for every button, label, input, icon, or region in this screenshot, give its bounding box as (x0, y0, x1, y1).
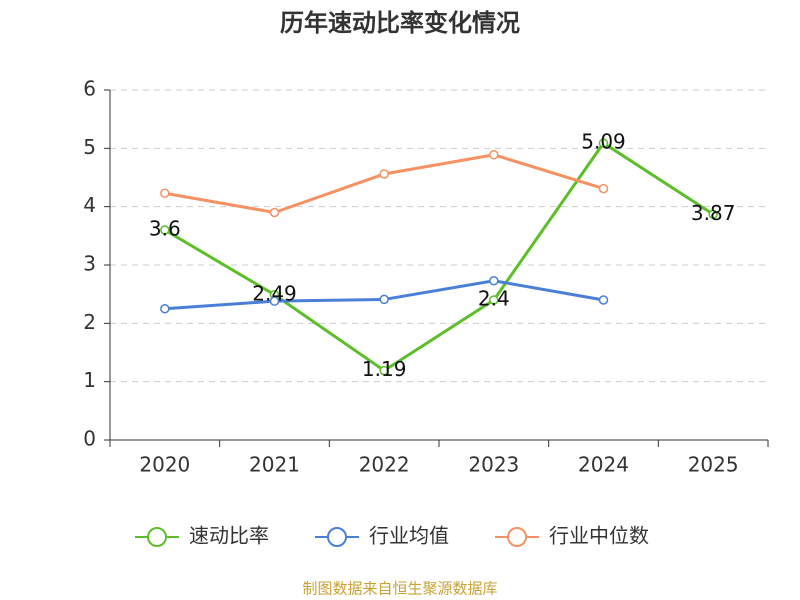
point (379, 365, 389, 376)
x-tick-label: 2021 (249, 453, 300, 477)
point (598, 138, 609, 148)
x-tick-label: 2025 (688, 453, 739, 477)
point (598, 183, 609, 194)
series-line (164, 153, 604, 215)
legend-label: 行业均值 (369, 524, 449, 548)
y-tick-label: 4 (83, 193, 96, 217)
legend-marker (147, 527, 167, 547)
x-tick-label: 2020 (139, 453, 190, 477)
y-tick-label: 6 (83, 77, 96, 101)
point (489, 276, 499, 286)
point (708, 209, 718, 219)
data-label: 1.19 (362, 357, 407, 381)
x-tick-label: 2023 (468, 453, 519, 477)
data-label: 2.49 (252, 281, 297, 305)
point (160, 188, 170, 198)
chart-title: 历年速动比率变化情况 (280, 9, 520, 37)
legend-marker (507, 527, 527, 547)
legend-label: 行业中位数 (549, 524, 649, 548)
legend-marker (327, 527, 347, 547)
x-tick-label: 2024 (578, 453, 629, 477)
point (269, 296, 280, 306)
point (379, 294, 389, 305)
y-tick-label: 1 (83, 368, 96, 392)
y-tick-label: 0 (83, 427, 96, 451)
data-label: 3.6 (149, 217, 181, 241)
point (489, 295, 499, 305)
point (379, 169, 389, 179)
data-label: 2.4 (478, 287, 510, 311)
point (489, 150, 499, 160)
data-label: 5.09 (581, 130, 626, 154)
point (160, 304, 170, 314)
legend-label: 速动比率 (189, 524, 269, 548)
point (598, 295, 609, 305)
x-tick-label: 2022 (359, 453, 410, 477)
y-tick-label: 5 (83, 135, 96, 159)
series-line (164, 141, 714, 373)
y-tick-label: 2 (83, 310, 96, 334)
point (160, 225, 170, 235)
y-tick-label: 3 (83, 252, 96, 276)
source-note: 制图数据来自恒生聚源数据库 (302, 580, 497, 598)
point (269, 207, 280, 218)
data-label: 3.87 (691, 201, 736, 225)
